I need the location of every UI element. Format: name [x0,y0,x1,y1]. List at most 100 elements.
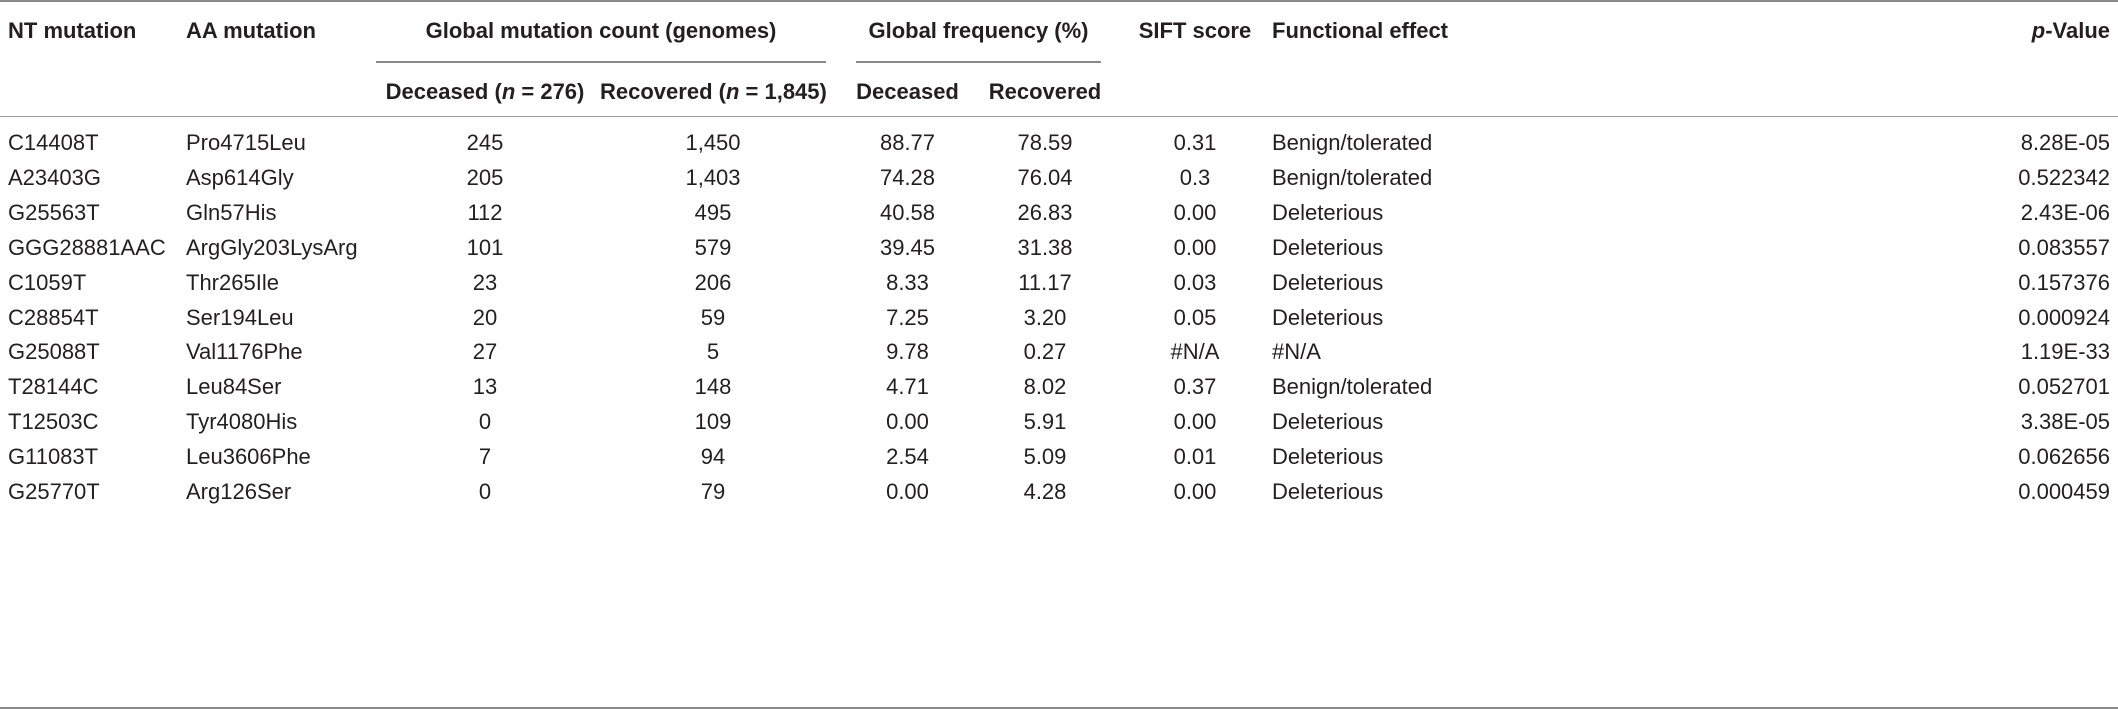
cell-recovered-count: 495 [694,200,732,225]
cell-functional-effect: Deleterious [1272,235,1384,260]
table-top-rule [0,0,2118,2]
cell-p-value: 0.000459 [2018,479,2110,504]
header-recovered-count: Recovered (n = 1,845) [600,79,827,104]
cell-functional-effect: Benign/tolerated [1272,165,1433,190]
cell-p-value: 1.19E-33 [2020,339,2110,364]
cell-deceased-frequency: 7.25 [886,305,929,330]
cell-deceased-frequency: 88.77 [879,130,936,155]
cell-deceased-frequency: 4.71 [886,374,929,399]
header-deceased-frequency: Deceased [856,79,959,104]
cell-nt-mutation: G11083T [8,444,99,469]
cell-recovered-count: 109 [694,409,732,434]
cell-recovered-count: 94 [700,444,726,469]
cell-deceased-frequency: 0.00 [886,479,929,504]
cell-aa-mutation: ArgGly203LysArg [186,235,358,260]
cell-functional-effect: Deleterious [1272,409,1384,434]
cell-sift-score: #N/A [1170,339,1220,364]
header-recovered-frequency: Recovered [988,79,1102,104]
p-value-italic: p [2031,18,2046,43]
cell-nt-mutation: C1059T [8,270,87,295]
cell-nt-mutation: T12503C [8,409,99,434]
cell-deceased-frequency: 40.58 [879,200,936,225]
header-functional-effect: Functional effect [1272,18,1449,43]
cell-recovered-frequency: 5.09 [1023,444,1067,469]
p-value-rest: -Value [2045,18,2110,43]
cell-deceased-frequency: 2.54 [886,444,929,469]
cell-deceased-count: 101 [466,235,504,260]
cell-p-value: 0.157376 [2018,270,2110,295]
cell-recovered-frequency: 76.04 [1017,165,1073,190]
cell-recovered-frequency: 3.20 [1023,305,1067,330]
cell-recovered-frequency: 26.83 [1017,200,1073,225]
cell-p-value: 0.522342 [2018,165,2110,190]
cell-sift-score: 0.05 [1173,305,1217,330]
cell-functional-effect: Deleterious [1272,444,1384,469]
header-deceased-count: Deceased (n = 276) [385,79,585,104]
cell-deceased-count: 205 [466,165,504,190]
cell-recovered-count: 79 [700,479,726,504]
cell-deceased-count: 0 [478,409,492,434]
cell-nt-mutation: G25563T [8,200,100,225]
cell-aa-mutation: Leu84Ser [186,374,282,399]
cell-p-value: 3.38E-05 [2020,409,2110,434]
header-aa-mutation: AA mutation [186,18,316,43]
cell-aa-mutation: Asp614Gly [186,165,294,190]
cell-sift-score: 0.00 [1173,235,1217,260]
header-sift-score: SIFT score [1138,18,1252,43]
cell-functional-effect: Deleterious [1272,479,1384,504]
cell-deceased-count: 27 [472,339,498,364]
cell-functional-effect: Benign/tolerated [1272,374,1433,399]
cell-nt-mutation: C28854T [8,305,99,330]
cell-recovered-count: 1,403 [685,165,741,190]
cell-sift-score: 0.37 [1173,374,1217,399]
cell-nt-mutation: G25088T [8,339,100,364]
cell-recovered-count: 59 [700,305,726,330]
cell-nt-mutation: GGG28881AAC [8,235,166,260]
cell-recovered-frequency: 78.59 [1017,130,1073,155]
cell-p-value: 0.052701 [2018,374,2110,399]
cell-deceased-count: 7 [478,444,492,469]
cell-deceased-frequency: 8.33 [886,270,929,295]
cell-deceased-count: 13 [472,374,498,399]
cell-deceased-count: 20 [472,305,498,330]
cell-aa-mutation: Leu3606Phe [186,444,311,469]
cell-sift-score: 0.3 [1179,165,1211,190]
header-global-mutation-count: Global mutation count (genomes) [425,18,777,43]
cell-p-value: 2.43E-06 [2020,200,2110,225]
count-group-rule [376,61,826,63]
cell-nt-mutation: A23403G [8,165,101,190]
cell-recovered-count: 1,450 [685,130,741,155]
cell-deceased-count: 0 [478,479,492,504]
cell-aa-mutation: Ser194Leu [186,305,294,330]
cell-recovered-frequency: 4.28 [1023,479,1067,504]
cell-deceased-frequency: 74.28 [879,165,936,190]
header-bottom-rule [0,116,2118,117]
cell-deceased-frequency: 0.00 [886,409,929,434]
cell-recovered-count: 579 [694,235,732,260]
cell-aa-mutation: Tyr4080His [186,409,298,434]
cell-deceased-count: 245 [466,130,504,155]
cell-recovered-frequency: 31.38 [1017,235,1073,260]
cell-functional-effect: #N/A [1272,339,1321,364]
cell-aa-mutation: Gln57His [186,200,277,225]
cell-sift-score: 0.03 [1173,270,1217,295]
cell-recovered-frequency: 8.02 [1023,374,1067,399]
cell-recovered-frequency: 0.27 [1023,339,1067,364]
cell-aa-mutation: Thr265Ile [186,270,279,295]
header-p-value: p-Value [1950,18,2110,44]
cell-p-value: 0.062656 [2018,444,2110,469]
cell-sift-score: 0.00 [1173,479,1217,504]
cell-deceased-frequency: 9.78 [886,339,929,364]
cell-functional-effect: Deleterious [1272,305,1384,330]
cell-functional-effect: Deleterious [1272,270,1384,295]
table-bottom-rule [0,707,2118,709]
cell-p-value: 0.083557 [2018,235,2110,260]
cell-sift-score: 0.31 [1173,130,1217,155]
cell-functional-effect: Benign/tolerated [1272,130,1433,155]
cell-recovered-frequency: 11.17 [1018,270,1072,295]
header-nt-mutation: NT mutation [8,18,137,43]
cell-p-value: 8.28E-05 [2020,130,2110,155]
cell-functional-effect: Deleterious [1272,200,1384,225]
cell-recovered-frequency: 5.91 [1023,409,1067,434]
cell-recovered-count: 148 [694,374,732,399]
